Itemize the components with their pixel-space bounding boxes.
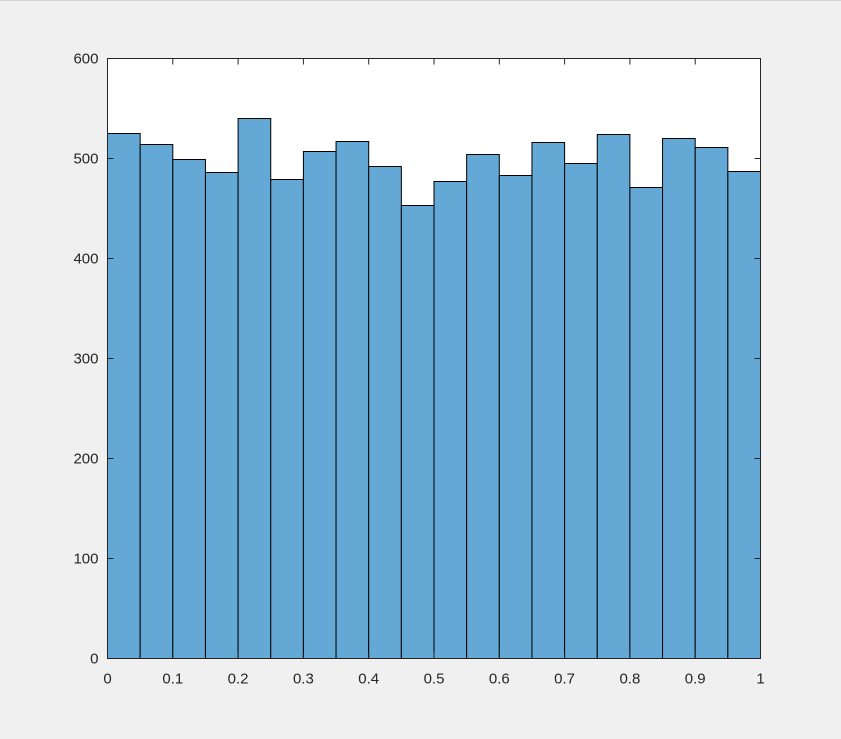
histogram-bars (107, 118, 761, 659)
histogram-bar (564, 163, 598, 659)
y-tick-label: 500 (73, 151, 98, 168)
x-tick-label: 0.6 (489, 671, 510, 688)
histogram-bar (107, 133, 141, 659)
y-tick-label: 300 (73, 351, 98, 368)
x-tick-label: 1 (756, 671, 764, 688)
x-tick-label: 0.3 (293, 671, 314, 688)
y-tick-label: 0 (90, 651, 98, 668)
x-tick-label: 0.2 (228, 671, 249, 688)
histogram-bar (270, 179, 304, 659)
x-tick-label: 0.5 (424, 671, 445, 688)
histogram-bar (237, 118, 272, 659)
histogram-bar (629, 187, 664, 659)
histogram-bar (172, 159, 206, 659)
histogram-bar (368, 166, 402, 659)
x-tick-label: 0 (103, 671, 111, 688)
histogram-bar (204, 172, 239, 659)
histogram-bar (662, 138, 696, 659)
histogram-bar (466, 154, 500, 659)
histogram-bar (302, 151, 337, 659)
y-axis-ticks: 0 100 200 300 400 500 600 (73, 51, 761, 668)
histogram-bar (433, 181, 468, 659)
y-tick-label: 100 (73, 551, 98, 568)
histogram-bar (694, 147, 729, 659)
y-tick-label: 400 (73, 251, 98, 268)
y-tick-label: 600 (73, 51, 98, 68)
x-tick-label: 0.7 (554, 671, 575, 688)
x-tick-label: 0.4 (358, 671, 379, 688)
y-tick-label: 200 (73, 451, 98, 468)
histogram-bar (400, 205, 435, 659)
x-axis-ticks: 0 0.1 0.2 0.3 0.4 0.5 0.6 0.7 0.8 0.9 1 (103, 58, 765, 688)
x-tick-label: 0.1 (162, 671, 183, 688)
histogram-bar (335, 141, 370, 659)
histogram-bar (531, 142, 566, 659)
histogram-bar (498, 175, 533, 659)
x-tick-label: 0.9 (685, 671, 706, 688)
histogram-bar (596, 134, 631, 659)
histogram-bar (727, 171, 761, 659)
x-tick-label: 0.8 (619, 671, 640, 688)
histogram-bar (139, 144, 174, 659)
